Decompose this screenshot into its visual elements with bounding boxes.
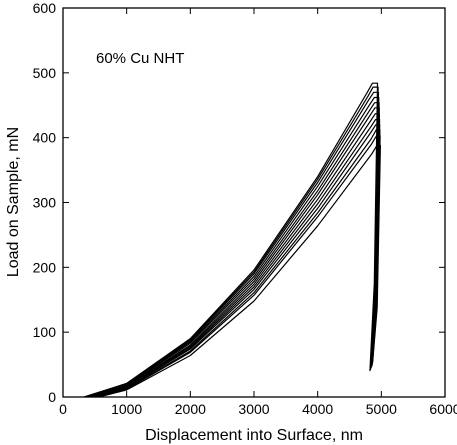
series-curves (83, 82, 381, 398)
x-tick-label: 2000 (175, 401, 206, 417)
x-tick-label: 3000 (238, 401, 269, 417)
y-axis-title: Load on Sample, mN (5, 127, 22, 277)
x-tick-label: 1000 (111, 401, 142, 417)
sample-annotation: 60% Cu NHT (96, 50, 184, 67)
y-axis-tick-labels: 0 100 200 300 400 500 600 (33, 0, 57, 405)
y-tick-label: 200 (33, 259, 57, 275)
series-line-6 (90, 107, 380, 398)
series-line-1 (83, 82, 379, 398)
axis-ticks (62, 7, 446, 398)
x-axis-title: Displacement into Surface, nm (145, 427, 363, 444)
x-tick-label: 4000 (302, 401, 333, 417)
series-line-12 (98, 144, 381, 398)
x-axis-tick-labels: 0 1000 2000 3000 4000 5000 6000 (59, 401, 457, 417)
x-tick-label: 5000 (366, 401, 397, 417)
y-tick-label: 400 (33, 130, 57, 146)
series-line-2 (85, 86, 379, 398)
y-tick-label: 300 (33, 195, 57, 211)
x-tick-label: 0 (59, 401, 67, 417)
y-tick-label: 600 (33, 0, 57, 16)
x-tick-label: 6000 (429, 401, 457, 417)
y-tick-label: 0 (48, 389, 56, 405)
series-line-3 (86, 91, 380, 398)
y-tick-label: 100 (33, 324, 57, 340)
series-line-4 (87, 96, 380, 398)
y-tick-label: 500 (33, 65, 57, 81)
